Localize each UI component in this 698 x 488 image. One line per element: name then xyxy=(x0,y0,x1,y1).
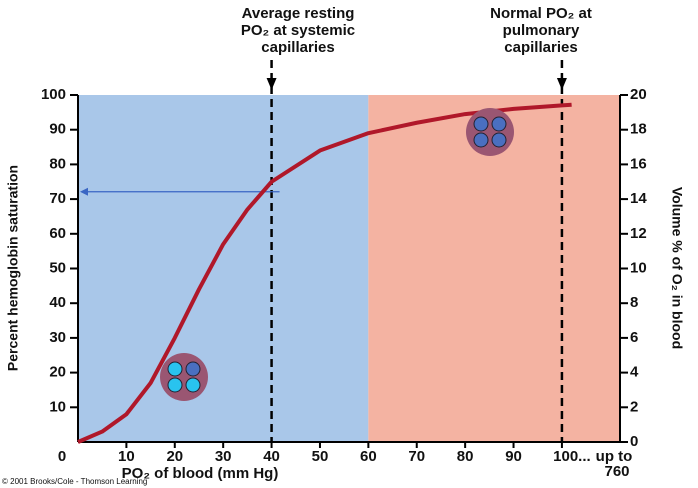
y2-tick-label: 6 xyxy=(630,329,638,346)
y2-tick-label: 0 xyxy=(630,433,638,450)
y2-axis-label: Volume % of O₂ in blood xyxy=(669,187,685,349)
marker-label: PO₂ at systemic xyxy=(241,22,355,39)
x-tick-label: 20 xyxy=(166,448,183,465)
hemoglobin-subunit xyxy=(491,116,507,132)
y-tick-label: 70 xyxy=(49,190,66,207)
x-tick-label: 0 xyxy=(58,448,66,465)
marker-label: Normal PO₂ at xyxy=(490,5,592,22)
y2-tick-label: 14 xyxy=(630,190,647,207)
hemoglobin-subunit xyxy=(167,377,183,393)
marker-label: capillaries xyxy=(504,39,577,56)
y2-tick-label: 10 xyxy=(630,259,647,276)
hemoglobin-subunit xyxy=(473,116,489,132)
x-axis-label: PO₂ of blood (mm Hg) xyxy=(122,465,279,482)
hemoglobin-icon xyxy=(160,353,208,401)
y-tick-label: 80 xyxy=(49,155,66,172)
x-tick-label: 30 xyxy=(215,448,232,465)
hemoglobin-subunit xyxy=(167,361,183,377)
credit: © 2001 Brooks/Cole - Thomson Learning xyxy=(2,477,147,486)
x-tick-label: 90 xyxy=(505,448,522,465)
y-tick-label: 50 xyxy=(49,259,66,276)
marker-arrowhead xyxy=(266,78,277,90)
x-tick-label: 50 xyxy=(312,448,329,465)
y2-tick-label: 2 xyxy=(630,398,638,415)
x-tick-label: 100... xyxy=(553,448,591,465)
x-tick-label: 40 xyxy=(263,448,280,465)
x-tick-label: 10 xyxy=(118,448,135,465)
y-tick-label: 40 xyxy=(49,294,66,311)
y2-tick-label: 18 xyxy=(630,121,647,138)
y2-tick-label: 4 xyxy=(630,364,639,381)
hemoglobin-subunit xyxy=(185,361,201,377)
y2-tick-label: 8 xyxy=(630,294,638,311)
y-axis-label: Percent hemoglobin saturation xyxy=(5,165,21,371)
marker-label: pulmonary xyxy=(503,22,580,39)
y-tick-label: 100 xyxy=(41,86,66,103)
y2-tick-label: 16 xyxy=(630,155,647,172)
regions xyxy=(78,95,620,442)
marker-label: capillaries xyxy=(261,39,334,56)
hemoglobin-icon xyxy=(466,108,514,156)
y-tick-label: 30 xyxy=(49,329,66,346)
y2-tick-label: 20 xyxy=(630,86,647,103)
x-tick-label: 80 xyxy=(457,448,474,465)
x-tick-label-extra: 760 xyxy=(604,463,629,480)
x-tick-label-extra: up to xyxy=(596,448,633,465)
hemoglobin-subunit xyxy=(491,132,507,148)
hemoglobin-subunit xyxy=(473,132,489,148)
hemoglobin-subunit xyxy=(185,377,201,393)
y-tick-label: 90 xyxy=(49,121,66,138)
marker-label: Average resting xyxy=(242,5,355,22)
y2-tick-label: 12 xyxy=(630,225,647,242)
y-tick-label: 20 xyxy=(49,364,66,381)
marker-arrowhead xyxy=(556,78,567,90)
x-tick-label: 60 xyxy=(360,448,377,465)
y-tick-label: 10 xyxy=(49,398,66,415)
y-tick-label: 60 xyxy=(49,225,66,242)
x-tick-label: 70 xyxy=(408,448,425,465)
reading-arrowhead xyxy=(80,187,88,196)
